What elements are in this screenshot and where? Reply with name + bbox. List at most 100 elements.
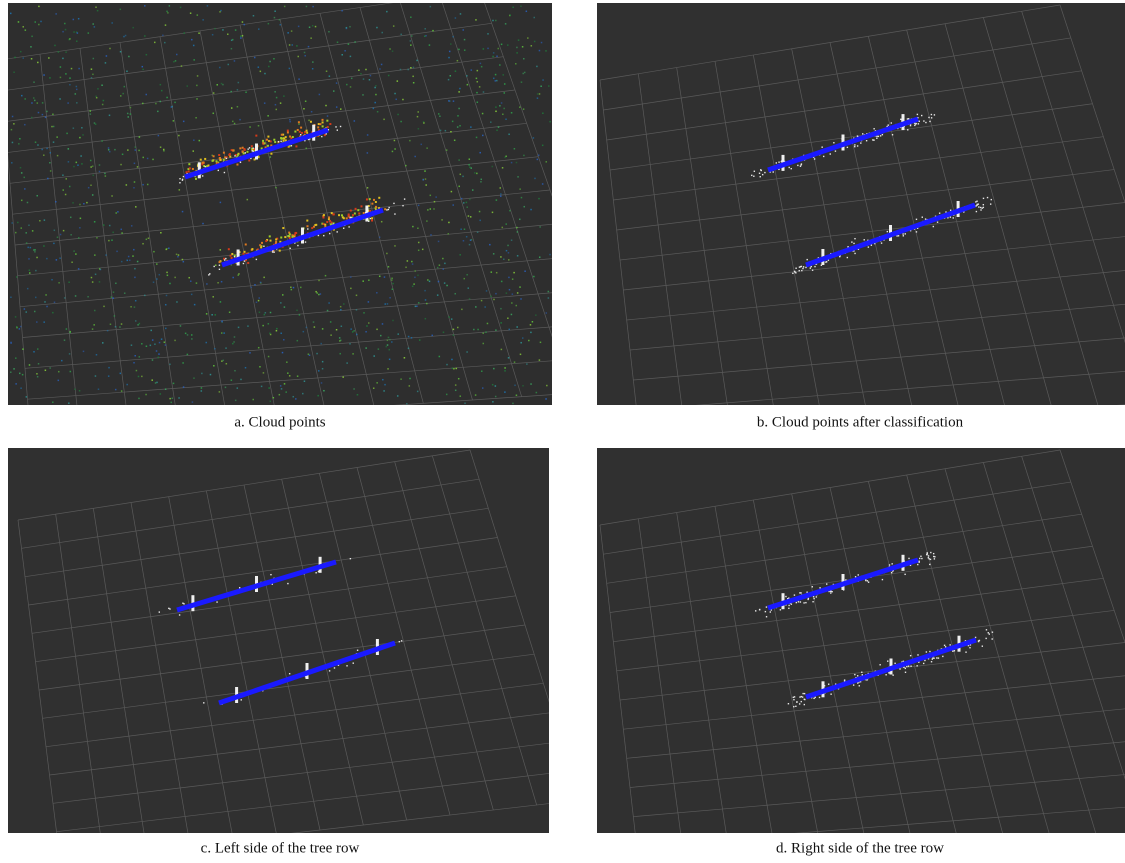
- point: [470, 216, 472, 218]
- point: [975, 201, 976, 202]
- point: [813, 598, 814, 599]
- point: [451, 191, 453, 193]
- point: [147, 158, 149, 160]
- point: [492, 212, 494, 214]
- point: [816, 596, 817, 597]
- point: [228, 64, 230, 66]
- point: [360, 73, 362, 75]
- point: [453, 329, 455, 331]
- point: [520, 342, 522, 344]
- point: [43, 74, 45, 76]
- point: [483, 91, 485, 93]
- point: [311, 111, 313, 113]
- point: [234, 336, 236, 338]
- point: [112, 232, 114, 234]
- point: [47, 178, 49, 180]
- point: [170, 402, 172, 404]
- point: [287, 32, 289, 34]
- point: [35, 249, 37, 251]
- point: [95, 123, 97, 125]
- point: [916, 665, 917, 666]
- point: [223, 360, 225, 362]
- point: [533, 276, 535, 278]
- point: [13, 368, 15, 370]
- point: [397, 333, 399, 335]
- point: [765, 611, 766, 612]
- point: [127, 113, 128, 115]
- point: [61, 360, 63, 362]
- point: [457, 126, 459, 128]
- point: [448, 100, 450, 102]
- point: [356, 309, 358, 311]
- point: [160, 101, 162, 103]
- point: [450, 43, 452, 45]
- point: [73, 19, 75, 21]
- point: [289, 121, 291, 123]
- point: [269, 333, 271, 335]
- point: [530, 209, 532, 211]
- point: [137, 166, 139, 168]
- point: [516, 326, 518, 328]
- point: [30, 247, 32, 249]
- point: [276, 97, 278, 99]
- point: [197, 14, 199, 16]
- point: [158, 357, 160, 359]
- point: [193, 377, 195, 379]
- point: [37, 144, 39, 146]
- point: [453, 368, 455, 370]
- point: [438, 241, 440, 243]
- point: [308, 46, 310, 48]
- point: [430, 6, 432, 8]
- point: [264, 102, 266, 104]
- point: [280, 102, 282, 104]
- point: [891, 122, 892, 123]
- point: [521, 197, 523, 199]
- point: [132, 27, 134, 29]
- point: [799, 696, 800, 697]
- point: [358, 212, 360, 214]
- point: [867, 580, 868, 581]
- point: [29, 272, 31, 274]
- point: [501, 349, 503, 351]
- point: [219, 159, 221, 161]
- point: [135, 146, 137, 148]
- point: [160, 84, 162, 86]
- point: [980, 207, 981, 208]
- point: [460, 174, 462, 176]
- point: [489, 244, 491, 246]
- point: [393, 25, 395, 27]
- point: [25, 232, 27, 234]
- point: [313, 321, 315, 323]
- point: [394, 93, 396, 95]
- point: [166, 295, 168, 297]
- point: [230, 91, 232, 93]
- point: [70, 217, 72, 219]
- point: [276, 328, 278, 330]
- point: [392, 283, 394, 285]
- point: [353, 388, 355, 390]
- point: [470, 167, 472, 169]
- point: [52, 401, 54, 403]
- point: [299, 314, 301, 316]
- point: [802, 268, 803, 269]
- point: [923, 663, 924, 664]
- point: [150, 345, 152, 347]
- point: [785, 596, 786, 597]
- point: [369, 79, 371, 81]
- point: [473, 329, 475, 331]
- point: [309, 27, 311, 29]
- point: [469, 166, 471, 168]
- point: [153, 251, 155, 253]
- point: [145, 394, 147, 396]
- point: [142, 103, 144, 105]
- point: [329, 220, 331, 222]
- point: [11, 222, 13, 224]
- point: [66, 133, 68, 135]
- point: [918, 561, 919, 562]
- point: [131, 344, 133, 346]
- point: [68, 282, 70, 284]
- point: [928, 555, 929, 556]
- point: [298, 78, 300, 80]
- point: [354, 213, 356, 215]
- point: [190, 12, 192, 14]
